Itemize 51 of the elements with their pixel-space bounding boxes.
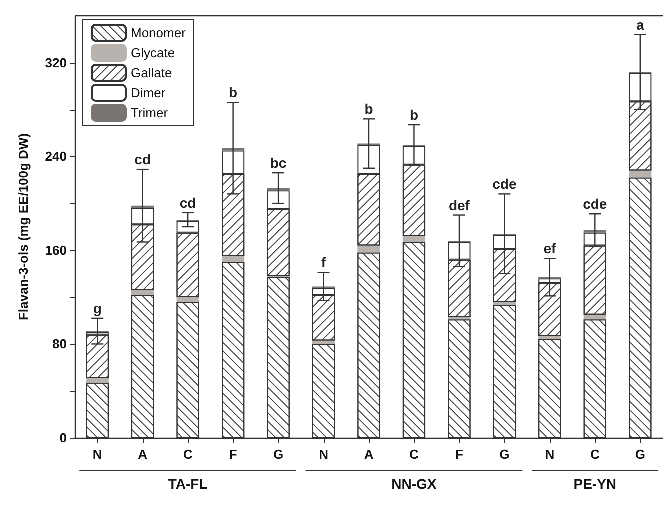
legend-label: Dimer: [131, 86, 166, 100]
annotation: def: [448, 197, 470, 214]
x-tick-label: N: [92, 447, 102, 462]
legend-label: Monomer: [131, 26, 187, 40]
x-tick-label: G: [635, 447, 646, 462]
bar: [132, 290, 154, 295]
y-tick-label: 80: [52, 336, 67, 352]
annotation: cde: [492, 176, 517, 192]
annotation: ef: [544, 240, 556, 257]
bar: [402, 236, 426, 242]
y-tick-label: 240: [45, 149, 67, 164]
x-tick-label: C: [590, 447, 600, 462]
bar: [584, 314, 606, 320]
annotation: b: [229, 84, 238, 101]
annotation: cde: [583, 196, 608, 212]
bar: [538, 336, 562, 340]
text: PE-YN: [574, 476, 617, 492]
x-tick-label: G: [500, 447, 510, 462]
y-tick-label: 320: [45, 55, 67, 70]
annotation: b: [364, 101, 374, 118]
legend-label: Glycate: [131, 46, 176, 60]
x-tick-label: C: [183, 447, 194, 462]
annotation: b: [410, 107, 419, 124]
text: TA-FL: [168, 476, 208, 492]
y-tick-label: 160: [45, 242, 67, 258]
y-axis-title: Flavan-3-ols (mg EE/100g DW): [16, 133, 31, 321]
x-tick-label: G: [273, 447, 284, 462]
bar: [493, 302, 516, 306]
bar: [86, 378, 109, 383]
annotation: g: [93, 300, 102, 316]
bar: [312, 340, 336, 344]
annotation: f: [321, 254, 326, 271]
x-tick-label: F: [229, 447, 238, 462]
y-tick-label: 0: [60, 430, 67, 446]
x-tick-label: A: [138, 447, 148, 462]
annotation: a: [636, 16, 644, 33]
bar: [176, 297, 200, 302]
annotation: bc: [270, 155, 287, 172]
text: NN-GX: [392, 476, 438, 492]
x-tick-label: F: [455, 447, 464, 462]
legend-label: Gallate: [131, 66, 172, 80]
x-tick-label: N: [319, 447, 328, 462]
annotation: cd: [180, 194, 196, 211]
x-tick-label: N: [545, 447, 555, 462]
bar: [358, 246, 380, 253]
bar: [629, 170, 652, 178]
x-tick-label: A: [364, 447, 374, 462]
x-tick-label: C: [410, 447, 420, 462]
legend-label: Trimer: [131, 106, 169, 120]
bar: [222, 256, 245, 262]
annotation: cd: [134, 152, 152, 168]
